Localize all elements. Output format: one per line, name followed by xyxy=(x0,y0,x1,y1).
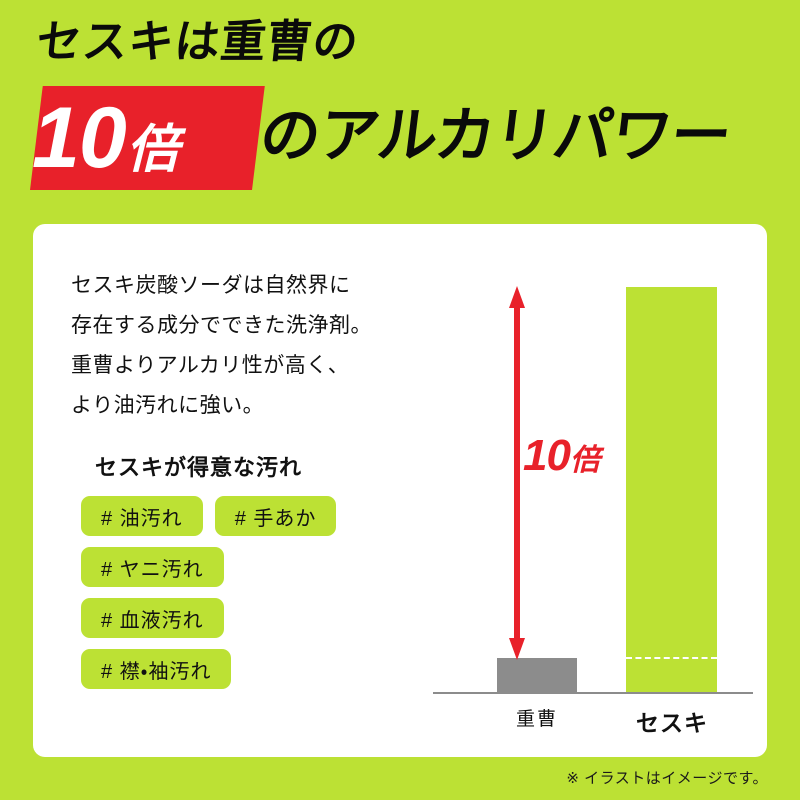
description-text: セスキ炭酸ソーダは自然界に 存在する成分でできた洗浄剤。 重曹よりアルカリ性が高… xyxy=(71,266,421,426)
headline-line-1: セスキは重曹の xyxy=(34,16,362,67)
bar-juso xyxy=(497,658,577,692)
tag-item[interactable]: # 襟・袖汚れ xyxy=(81,649,232,689)
tag-item[interactable]: # ヤニ汚れ xyxy=(81,547,224,587)
bar-label-sesuki: セスキ xyxy=(636,710,708,736)
ratio-badge-number: 10 xyxy=(32,90,127,186)
tags-heading: セスキが得意な汚れ xyxy=(95,455,303,480)
tag-row: # 血液汚れ xyxy=(81,598,441,638)
description-line: 重曹よりアルカリ性が高く、 xyxy=(71,354,350,377)
headline-line-2: のアルカリパワー xyxy=(256,102,735,169)
tag-row: # ヤニ汚れ xyxy=(81,547,441,587)
bar-sesuki xyxy=(626,287,717,692)
content-card: セスキ炭酸ソーダは自然界に 存在する成分でできた洗浄剤。 重曹よりアルカリ性が高… xyxy=(33,224,767,757)
chart-baseline-axis xyxy=(433,692,753,694)
tag-item[interactable]: # 手あか xyxy=(214,496,337,536)
description-line: より油汚れに強い。 xyxy=(71,394,265,417)
description-line: セスキ炭酸ソーダは自然界に xyxy=(71,274,351,297)
chart-ratio-unit: 倍 xyxy=(569,444,600,477)
tag-item[interactable]: # 油汚れ xyxy=(81,496,203,536)
tag-row: # 油汚れ # 手あか xyxy=(81,496,441,536)
tag-list: # 油汚れ # 手あか # ヤニ汚れ # 血液汚れ # 襟・袖汚れ xyxy=(81,496,441,700)
description-line: 存在する成分でできた洗浄剤。 xyxy=(71,314,372,337)
ratio-badge-unit: 倍 xyxy=(126,121,179,179)
ratio-badge-text: 10 倍 xyxy=(32,84,262,192)
chart-ratio-label: 10倍 xyxy=(523,431,600,481)
tag-item[interactable]: # 血液汚れ xyxy=(81,598,224,638)
chart-ratio-number: 10 xyxy=(523,431,571,480)
disclaimer-note: ※ イラストはイメージです。 xyxy=(566,770,768,787)
tag-row: # 襟・袖汚れ xyxy=(81,649,441,689)
double-arrow-icon xyxy=(509,286,525,660)
bar-label-juso: 重曹 xyxy=(515,709,558,730)
headline-banner: セスキは重曹の 10 倍 のアルカリパワー xyxy=(0,0,800,205)
reference-dashed-line xyxy=(626,657,717,659)
comparison-bar-chart: 10倍 重曹 セスキ xyxy=(433,244,753,736)
